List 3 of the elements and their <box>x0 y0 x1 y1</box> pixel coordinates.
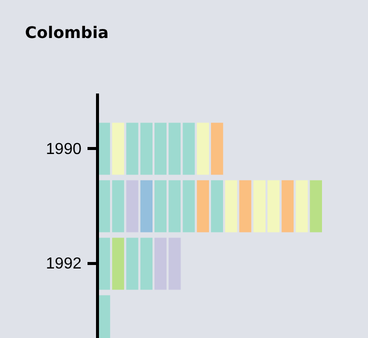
chart-title: Colombia <box>25 23 109 42</box>
y-tick-label: 1992 <box>46 256 82 273</box>
y-tick-label: 1990 <box>46 140 82 158</box>
